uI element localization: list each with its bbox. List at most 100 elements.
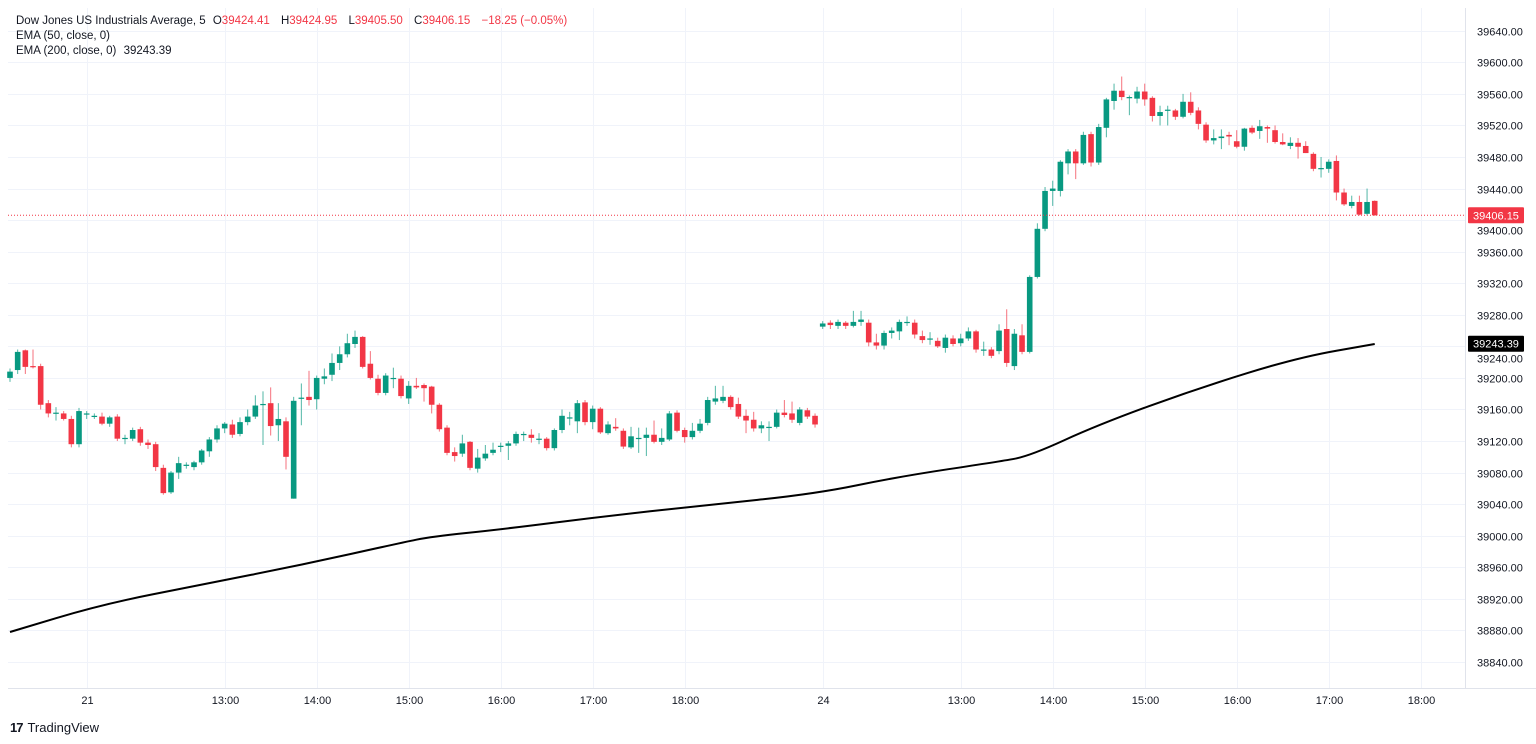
candle: [298, 383, 305, 426]
ema200-line: [9, 343, 1375, 633]
candle-body: [1356, 201, 1363, 215]
price-tick-label: 39200.00: [1477, 374, 1523, 386]
candle-body: [229, 424, 236, 435]
high-value: 39424.95: [289, 15, 338, 27]
candles: [7, 76, 1378, 499]
candle-body: [1126, 97, 1133, 99]
candle: [106, 415, 113, 427]
candle: [888, 327, 895, 339]
candle-body: [812, 415, 818, 425]
ema200-legend[interactable]: EMA (200, close, 0) 39243.39: [16, 44, 571, 59]
candle-body: [589, 408, 596, 423]
candle: [183, 462, 190, 469]
time-axis[interactable]: 21 13:00 14:00 15:00 16:00 17:00 18:00 24 13:00 1…: [81, 695, 1435, 707]
candle-body: [835, 321, 841, 326]
candle: [290, 396, 297, 499]
candle-body: [566, 417, 573, 419]
candle-body: [750, 419, 757, 429]
candle: [697, 418, 703, 434]
candle-body: [405, 385, 412, 399]
candle-body: [1118, 90, 1125, 98]
candle: [712, 385, 719, 405]
candle: [60, 411, 67, 421]
candle-body: [513, 433, 519, 444]
price-axis[interactable]: 38840.00 38880.00 38920.00 38960.00 39000.00…: [1477, 27, 1523, 670]
candle-body: [436, 404, 443, 430]
candle-body: [1111, 90, 1117, 101]
candle: [390, 367, 397, 389]
candle-body: [321, 376, 328, 379]
candle: [1080, 131, 1087, 165]
candle-body: [628, 436, 634, 448]
candle: [1318, 157, 1324, 178]
candle: [1226, 131, 1232, 146]
candle-body: [382, 375, 389, 393]
candle-body: [168, 472, 174, 493]
candle-body: [1003, 329, 1010, 363]
candle: [551, 428, 558, 451]
candle: [804, 407, 811, 419]
candle: [505, 441, 512, 460]
candle: [1134, 86, 1140, 104]
candle: [1049, 180, 1056, 206]
candle-body: [1057, 161, 1064, 191]
candle-body: [520, 433, 527, 436]
candle-body: [352, 336, 358, 344]
candle-body: [551, 430, 558, 449]
time-tick-label: 17:00: [1316, 695, 1344, 707]
candle: [83, 411, 90, 419]
candle: [789, 401, 795, 423]
tradingview-logo[interactable]: 17 TradingView: [10, 720, 99, 735]
candle-body: [275, 418, 282, 426]
price-tick-label: 39400.00: [1477, 225, 1523, 237]
candle: [988, 347, 995, 359]
candle: [1364, 188, 1370, 216]
candle-body: [267, 403, 274, 427]
candle-body: [582, 402, 588, 423]
candle: [1287, 137, 1294, 150]
price-tick-label: 39600.00: [1477, 58, 1523, 70]
candle: [68, 415, 75, 448]
candle: [22, 349, 29, 374]
candle: [766, 421, 772, 442]
candle-body: [597, 408, 604, 433]
candle-body: [919, 336, 926, 341]
candle: [827, 320, 834, 330]
candle: [1195, 107, 1202, 130]
grid-lines: [8, 8, 1465, 688]
candle-body: [934, 340, 941, 347]
close-label: C: [414, 15, 423, 27]
time-tick-label: 21: [81, 695, 93, 707]
candle: [605, 421, 611, 435]
candle-body: [306, 396, 312, 401]
candle: [704, 396, 711, 426]
candle: [367, 351, 374, 380]
candle: [30, 349, 36, 369]
candle: [796, 407, 803, 426]
candle-body: [283, 421, 289, 457]
candle-body: [927, 338, 933, 340]
candle-body: [76, 411, 82, 445]
price-tick-label: 38920.00: [1477, 595, 1523, 607]
candle: [666, 411, 673, 442]
last-price-label: 39406.15: [1473, 210, 1519, 222]
candle: [881, 330, 887, 350]
candle: [198, 448, 205, 465]
candle-body: [689, 430, 696, 438]
ema50-legend[interactable]: EMA (50, close, 0): [16, 30, 110, 42]
candle-body: [827, 322, 834, 326]
candle-body: [214, 428, 220, 440]
candle: [221, 422, 228, 434]
candle: [306, 370, 312, 406]
candle: [750, 411, 757, 432]
candle: [1042, 186, 1048, 232]
candle: [957, 333, 964, 347]
candle: [1088, 131, 1094, 167]
candle-body: [474, 457, 481, 469]
candle: [122, 434, 128, 445]
candle: [129, 427, 136, 442]
candle: [91, 413, 98, 419]
candle-body: [911, 322, 918, 335]
price-tick-label: 39320.00: [1477, 279, 1523, 291]
